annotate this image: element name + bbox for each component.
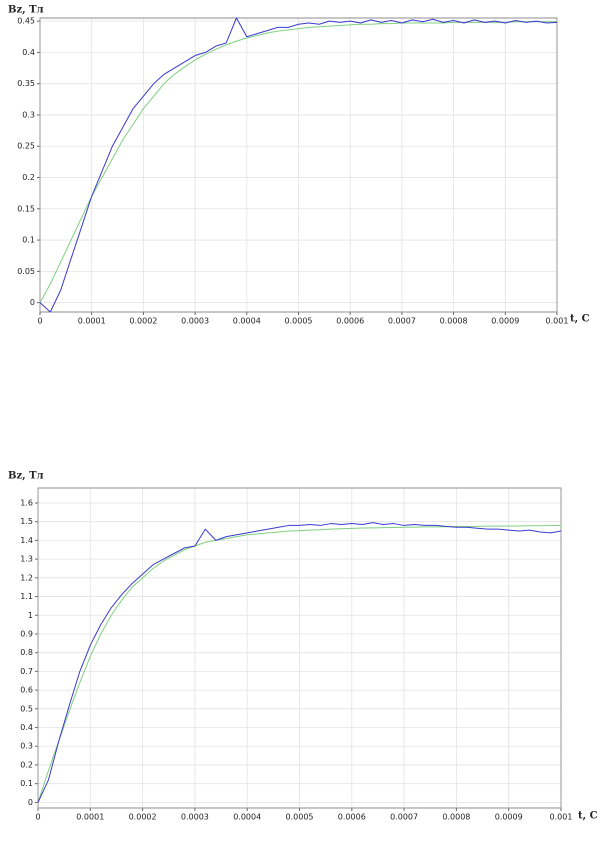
x-tick-label: 0.0005 xyxy=(286,813,314,822)
data-line xyxy=(37,522,562,803)
plot-frame xyxy=(37,487,562,809)
x-tick-label: 0.0002 xyxy=(129,813,157,822)
x-tick-label: 0.0003 xyxy=(181,813,209,822)
x-tick-label: 0.001 xyxy=(546,317,569,326)
x-tick-label: 0.0001 xyxy=(78,317,106,326)
y-tick-label: 1.1 xyxy=(20,592,33,601)
x-tick-label: 0.0004 xyxy=(233,317,261,326)
y-tick-label: 1 xyxy=(28,611,33,620)
y-tick-label: 0.5 xyxy=(20,704,33,713)
y-tick-label: 0.2 xyxy=(22,173,35,182)
x-tick-label: 0 xyxy=(35,813,40,822)
x-tick-label: 0.0009 xyxy=(491,317,519,326)
y-tick-label: 0 xyxy=(30,298,35,307)
x-tick-label: 0 xyxy=(37,317,42,326)
x-tick-label: 0.0007 xyxy=(390,813,418,822)
y-tick-label: 0.4 xyxy=(22,48,35,57)
x-tick-label: 0.0009 xyxy=(495,813,523,822)
y-tick-label: 0.15 xyxy=(17,204,35,213)
y-tick-label: 0.1 xyxy=(22,236,35,245)
y-tick-label: 0.4 xyxy=(20,723,33,732)
y-tick-label: 0.25 xyxy=(17,142,35,151)
y-tick-label: 0.7 xyxy=(20,667,33,676)
y-tick-label: 1.5 xyxy=(20,517,33,526)
data-line xyxy=(37,524,562,803)
plot-frame xyxy=(39,17,558,313)
y-tick-label: 0.35 xyxy=(17,79,35,88)
x-tick-label: 0.0008 xyxy=(440,317,468,326)
y-tick-label: 0.1 xyxy=(20,779,33,788)
y-tick-label: 1.3 xyxy=(20,555,33,564)
x-axis-label: t, С xyxy=(570,314,590,325)
x-tick-label: 0.0007 xyxy=(388,317,416,326)
y-axis-label: Bz, Тл xyxy=(8,5,44,16)
y-tick-label: 0.05 xyxy=(17,267,35,276)
y-tick-label: 1.6 xyxy=(20,498,33,507)
data-line xyxy=(39,17,558,313)
x-tick-label: 0.0006 xyxy=(338,813,366,822)
y-tick-label: 1.2 xyxy=(20,573,33,582)
x-tick-label: 0.0003 xyxy=(181,317,209,326)
y-tick-label: 1.4 xyxy=(20,536,33,545)
x-tick-label: 0.0004 xyxy=(233,813,261,822)
x-tick-label: 0.0008 xyxy=(442,813,470,822)
y-tick-label: 0.3 xyxy=(22,110,35,119)
y-tick-label: 0.45 xyxy=(17,17,35,26)
y-tick-label: 0.3 xyxy=(20,742,33,751)
y-tick-label: 0.6 xyxy=(20,686,33,695)
y-axis-label: Bz, Тл xyxy=(8,471,44,482)
y-tick-label: 0.2 xyxy=(20,760,33,769)
x-tick-label: 0.0006 xyxy=(336,317,364,326)
y-tick-label: 0 xyxy=(28,798,33,807)
x-tick-label: 0.0005 xyxy=(285,317,313,326)
y-tick-label: 0.8 xyxy=(20,648,33,657)
x-tick-label: 0.0001 xyxy=(76,813,104,822)
x-axis-label: t, С xyxy=(578,811,598,822)
x-tick-label: 0.001 xyxy=(550,813,573,822)
x-tick-label: 0.0002 xyxy=(129,317,157,326)
data-line xyxy=(39,21,557,303)
y-tick-label: 0.9 xyxy=(20,629,33,638)
